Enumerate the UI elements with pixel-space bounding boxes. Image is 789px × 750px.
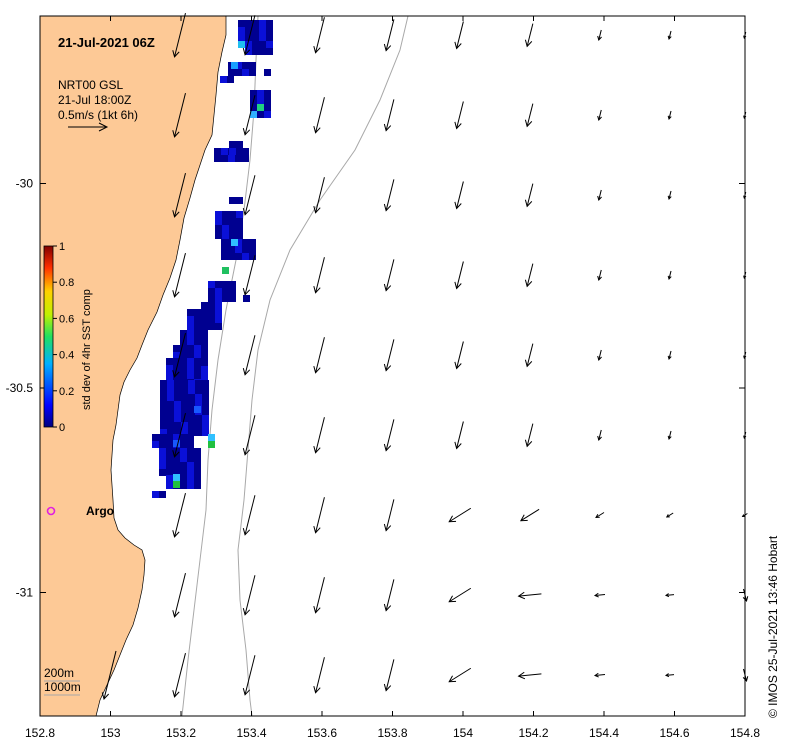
sst-std-dev-cells: [152, 20, 273, 498]
x-tick-label: 153.4: [236, 726, 266, 740]
x-tick-label: 154.6: [659, 726, 689, 740]
y-tick-label: -31: [16, 586, 34, 600]
map-title: 21-Jul-2021 06Z: [58, 35, 155, 50]
isobath-200m: [181, 15, 259, 717]
colorbar-tick-label: 0.4: [59, 350, 74, 362]
colorbar-tick-label: 0: [59, 422, 65, 434]
x-tick-label: 153.6: [307, 726, 337, 740]
current-vectors: [101, 12, 749, 701]
colorbar: [43, 245, 54, 428]
argo-label: Argo: [86, 504, 114, 518]
colorbar-tick-label: 0.6: [59, 313, 74, 325]
x-tick-label: 154: [453, 726, 473, 740]
axis-ticks: 152.8 153 153.2 153.4 153.6 153.8 154 154.2 154.…: [6, 16, 760, 740]
x-tick-label: 152.8: [25, 726, 55, 740]
colorbar-tick-label: 0.2: [59, 386, 74, 398]
isobath-legend-1000m: 1000m: [44, 680, 81, 694]
isobath-1000m: [237, 15, 409, 717]
colorbar-label: std dev of 4hr SST comp: [81, 289, 93, 410]
colorbar-tick-label: 1: [59, 241, 65, 253]
vector-scale-arrow: [68, 122, 109, 132]
y-tick-label: -30: [16, 177, 34, 191]
isobath-legend-200m: 200m: [44, 666, 74, 680]
x-tick-label: 154.4: [589, 726, 619, 740]
land-mass: [39, 15, 227, 717]
x-tick-label: 154.8: [730, 726, 760, 740]
x-tick-label: 154.2: [518, 726, 548, 740]
argo-marker-icon: [46, 506, 56, 516]
copyright-footer: © IMOS 25-Jul-2021 13:46 Hobart: [766, 535, 780, 718]
y-tick-label: -30.5: [6, 381, 34, 395]
x-tick-label: 153: [100, 726, 120, 740]
x-tick-label: 153.2: [166, 726, 196, 740]
vector-legend-time: 21-Jul 18:00Z: [58, 93, 131, 107]
colorbar-ticks: 0 0.2 0.4 0.6 0.8 1: [53, 241, 74, 434]
vector-legend-product: NRT00 GSL: [58, 78, 123, 92]
colorbar-tick-label: 0.8: [59, 277, 74, 289]
vector-legend-scale: 0.5m/s (1kt 6h): [58, 108, 138, 122]
x-tick-label: 153.8: [377, 726, 407, 740]
